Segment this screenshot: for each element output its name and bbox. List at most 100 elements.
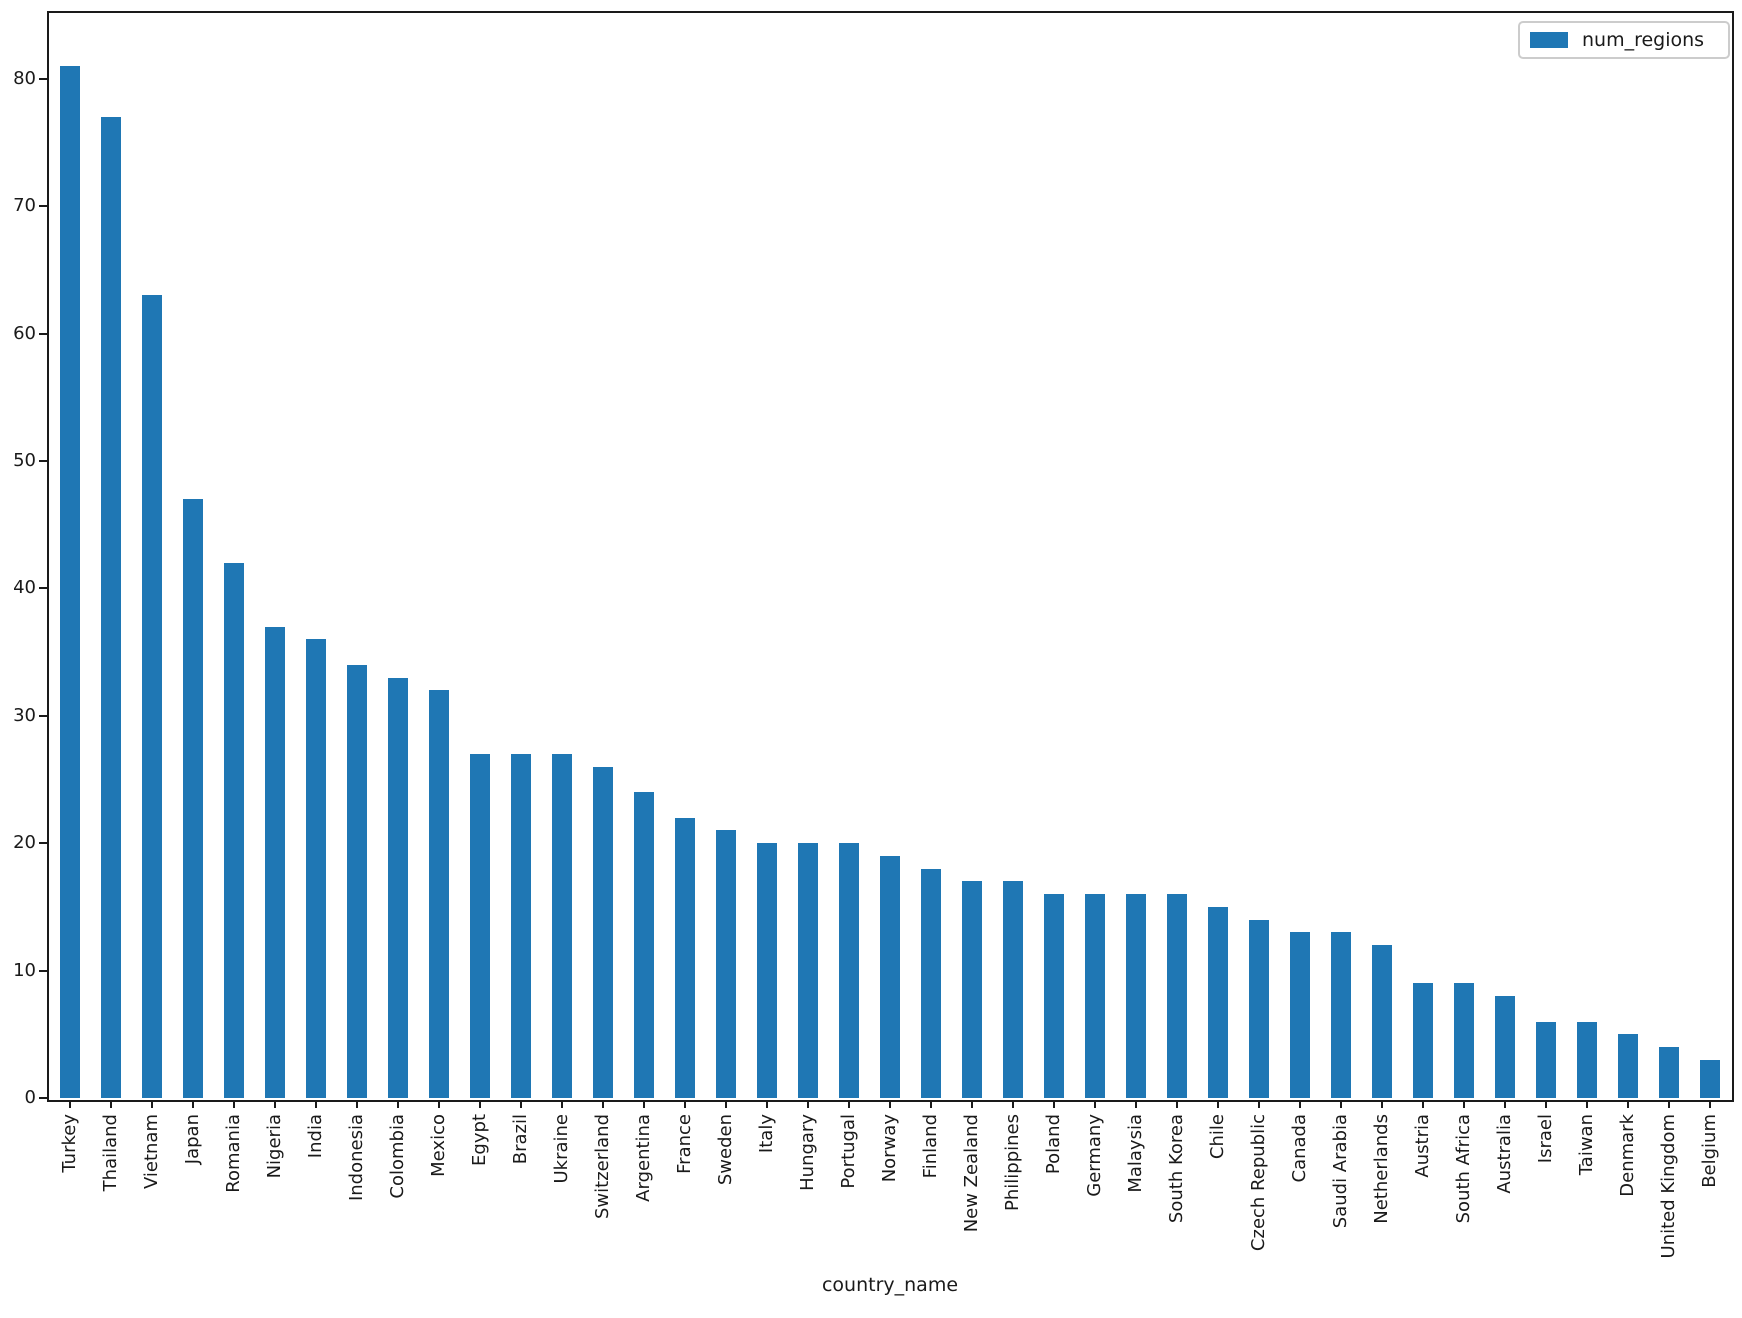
x-tick-mark	[355, 1100, 358, 1108]
x-tick-mark	[273, 1100, 276, 1108]
bar-malaysia	[1125, 894, 1146, 1098]
y-tick-label: 40	[13, 577, 36, 599]
x-tick-label: Mexico	[427, 1114, 449, 1177]
legend: num_regions	[1518, 21, 1730, 59]
y-tick-mark	[39, 77, 47, 80]
bar-saudi-arabia	[1330, 932, 1351, 1098]
x-axis-label: country_name	[821, 1274, 959, 1296]
x-tick-label: Colombia	[386, 1114, 408, 1199]
bar-argentina	[633, 792, 654, 1098]
x-tick-mark	[1339, 1100, 1342, 1108]
y-tick-mark	[39, 587, 47, 590]
x-tick-label: South Africa	[1452, 1114, 1474, 1224]
x-tick-label: Egypt	[468, 1114, 490, 1166]
y-tick-label: 20	[13, 832, 36, 854]
bar-colombia	[387, 677, 408, 1098]
x-tick-label: Israel	[1534, 1114, 1556, 1164]
x-tick-label: Finland	[919, 1114, 941, 1179]
bar-hungary	[797, 843, 818, 1098]
x-tick-label: Germany	[1083, 1114, 1105, 1197]
x-tick-mark	[970, 1100, 973, 1108]
bar-philippines	[1002, 881, 1023, 1098]
bar-denmark	[1617, 1034, 1638, 1098]
x-tick-mark	[929, 1100, 932, 1108]
y-tick-mark	[39, 460, 47, 462]
x-tick-mark	[1626, 1100, 1629, 1108]
x-tick-label: Canada	[1288, 1114, 1310, 1183]
x-tick-label: Sweden	[714, 1114, 736, 1186]
x-tick-label: Taiwan	[1575, 1114, 1597, 1176]
x-tick-label: Turkey	[58, 1114, 80, 1173]
x-tick-label: Austria	[1411, 1114, 1433, 1178]
bar-turkey	[59, 66, 80, 1098]
x-tick-mark	[1667, 1100, 1670, 1108]
bar-israel	[1535, 1021, 1556, 1098]
x-tick-label: Norway	[878, 1114, 900, 1183]
x-tick-mark	[1421, 1100, 1424, 1108]
x-tick-mark	[232, 1100, 235, 1108]
y-tick-label: 50	[13, 450, 36, 471]
x-tick-label: India	[304, 1114, 326, 1159]
x-tick-label: New Zealand	[960, 1114, 982, 1233]
x-tick-mark	[765, 1100, 768, 1108]
bar-france	[674, 817, 695, 1098]
x-tick-label: Belgium	[1698, 1114, 1720, 1188]
legend-label: num_regions	[1582, 29, 1705, 51]
x-tick-mark	[1503, 1100, 1506, 1108]
x-tick-label: Argentina	[632, 1114, 654, 1202]
x-tick-label: Saudi Arabia	[1329, 1114, 1351, 1229]
x-tick-mark	[314, 1100, 317, 1108]
x-tick-label: Brazil	[509, 1114, 531, 1165]
bar-vietnam	[141, 295, 162, 1098]
x-tick-mark	[519, 1100, 522, 1108]
bar-japan	[182, 499, 203, 1098]
x-tick-label: Nigeria	[263, 1114, 285, 1179]
y-tick-mark	[39, 969, 47, 972]
bar-egypt	[469, 754, 490, 1098]
bar-switzerland	[592, 766, 613, 1098]
y-tick-mark	[39, 205, 47, 208]
x-tick-label: Thailand	[99, 1114, 121, 1192]
bar-chile	[1207, 906, 1228, 1098]
bar-ukraine	[551, 754, 572, 1098]
x-tick-mark	[1544, 1100, 1547, 1108]
x-tick-label: Czech Republic	[1247, 1114, 1269, 1252]
bar-canada	[1289, 932, 1310, 1098]
x-tick-label: France	[673, 1114, 695, 1174]
x-tick-label: Poland	[1042, 1114, 1064, 1175]
x-tick-label: Indonesia	[345, 1114, 367, 1202]
bar-south-africa	[1453, 983, 1474, 1098]
x-tick-mark	[1257, 1100, 1260, 1108]
x-tick-mark	[1216, 1100, 1219, 1108]
x-tick-label: Chile	[1206, 1114, 1228, 1160]
bar-belgium	[1699, 1059, 1720, 1098]
bar-india	[305, 639, 326, 1098]
x-tick-mark	[1585, 1100, 1588, 1108]
x-tick-mark	[847, 1100, 850, 1108]
bar-australia	[1494, 996, 1515, 1098]
legend-swatch-num-regions	[1530, 32, 1568, 48]
x-tick-mark	[191, 1100, 194, 1108]
y-tick-label: 70	[13, 195, 36, 217]
x-tick-label: Vietnam	[140, 1114, 162, 1190]
bar-thailand	[100, 117, 121, 1098]
x-tick-mark	[1298, 1100, 1301, 1108]
y-tick-label: 0	[24, 1087, 36, 1108]
bar-new-zealand	[961, 881, 982, 1098]
y-tick-mark	[39, 1097, 47, 1099]
y-tick-label: 30	[13, 704, 36, 726]
x-tick-mark	[888, 1100, 891, 1108]
x-tick-label: Hungary	[796, 1114, 818, 1191]
x-tick-label: United Kingdom	[1657, 1114, 1679, 1259]
y-tick-label: 10	[13, 959, 36, 981]
x-tick-label: Italy	[755, 1114, 777, 1154]
x-tick-mark	[109, 1100, 112, 1108]
y-tick-mark	[39, 714, 47, 717]
x-tick-mark	[724, 1100, 727, 1108]
bar-portugal	[838, 843, 859, 1098]
y-tick-label: 60	[13, 322, 36, 344]
x-tick-mark	[1093, 1100, 1096, 1108]
bar-south-korea	[1166, 894, 1187, 1098]
bar-norway	[879, 855, 900, 1098]
x-tick-mark	[68, 1100, 71, 1108]
